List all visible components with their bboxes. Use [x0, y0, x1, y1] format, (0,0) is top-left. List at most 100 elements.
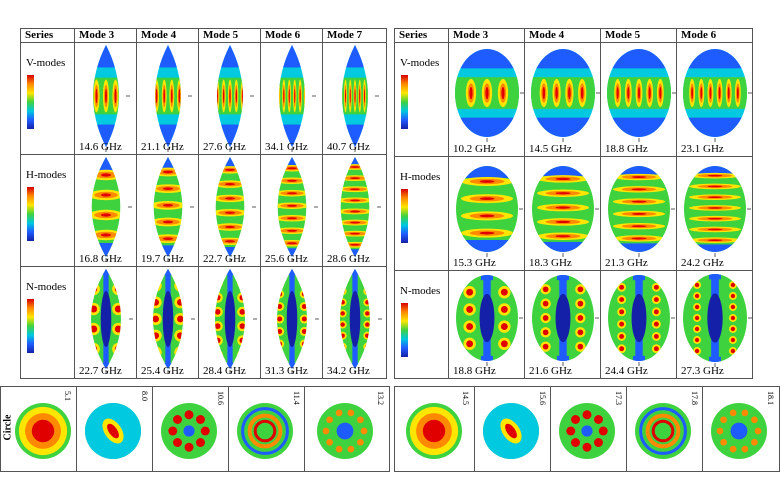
circle-mode-cell: 17.3 [550, 387, 627, 471]
field-plot [342, 45, 379, 152]
field-plot [217, 45, 254, 152]
column-header: Mode 5 [198, 28, 261, 43]
field-plot [340, 157, 381, 262]
mode-cell: 34.2 GHz [322, 266, 387, 379]
column-header: Mode 7 [322, 28, 387, 43]
field-plot [340, 269, 382, 374]
colorbar [401, 303, 408, 357]
mode-cell: 14.6 GHz [74, 42, 137, 155]
row-label: V-modes [400, 57, 440, 69]
left-mode-table: Series Mode 3 Mode 4 Mode 5 Mode 6 Mode … [20, 28, 387, 379]
mode-cell: 18.3 GHz [524, 156, 601, 271]
field-plot [531, 49, 600, 142]
field-plot [684, 166, 751, 257]
frequency-label: 19.7 GHz [141, 253, 184, 265]
field-plot [155, 45, 192, 152]
circle-field-plot [635, 403, 691, 459]
row-label-cell: H-modes [394, 156, 449, 271]
frequency-label: 24.2 GHz [681, 257, 724, 269]
field-plot [608, 275, 675, 366]
mode-cell: 28.6 GHz [322, 154, 387, 267]
circle-field-plot [483, 403, 539, 459]
column-header: Mode 6 [676, 28, 753, 43]
field-plot [153, 157, 194, 262]
mode-cell: 21.3 GHz [600, 156, 677, 271]
v-modes-row: V-modes 14.6 GHz 21.1 GHz 27.6 GHz 34.1 … [20, 42, 387, 155]
frequency-label: 16.8 GHz [79, 253, 122, 265]
h-modes-row: H-modes 15.3 GHz 18.3 GHz 21.3 GHz 24.2 … [394, 156, 753, 271]
row-label: V-modes [26, 57, 66, 69]
frequency-label: 27.6 GHz [203, 141, 246, 153]
row-label: H-modes [400, 171, 441, 183]
mode-cell: 21.1 GHz [136, 42, 199, 155]
mode-cell: 18.8 GHz [600, 42, 677, 157]
field-plot [91, 269, 133, 374]
circle-mode-cell: 13.2 [304, 387, 389, 471]
colorbar [27, 299, 34, 353]
colorbar [27, 187, 34, 241]
circle-field-plot [559, 403, 615, 459]
row-label-cell: N-modes [394, 270, 449, 379]
circle-frequency-label: 17.8 [690, 391, 699, 405]
row-label: N-modes [26, 281, 67, 293]
mode-cell: 23.1 GHz [676, 42, 753, 157]
frequency-label: 25.4 GHz [141, 365, 184, 377]
colorbar [401, 189, 408, 243]
mode-cell: 16.8 GHz [74, 154, 137, 267]
circle-mode-cell: 14.5 [398, 387, 474, 471]
mode-cell: 24.2 GHz [676, 156, 753, 271]
circle-label: Circle [2, 414, 14, 441]
frequency-label: 40.7 GHz [327, 141, 370, 153]
series-header: Series [20, 28, 75, 43]
circle-field-plot [85, 403, 141, 459]
field-plot [215, 157, 256, 262]
circle-mode-cell: 10.6 [152, 387, 229, 471]
circle-frequency-label: 17.3 [614, 391, 623, 405]
field-plot [532, 275, 599, 366]
colorbar [401, 75, 408, 129]
frequency-label: 24.4 GHz [605, 365, 648, 377]
frequency-label: 18.8 GHz [605, 143, 648, 155]
frequency-label: 22.7 GHz [79, 365, 122, 377]
right-mode-table: Series Mode 3 Mode 4 Mode 5 Mode 6 V-mod… [394, 28, 753, 379]
field-plot [608, 166, 675, 257]
row-label: H-modes [26, 169, 67, 181]
circle-mode-cell: 17.8 [626, 387, 703, 471]
field-plot [93, 45, 130, 152]
frequency-label: 22.7 GHz [203, 253, 246, 265]
field-plot [683, 274, 752, 367]
circle-label-cell: Circle [2, 386, 14, 470]
field-plot [683, 49, 752, 142]
v-modes-row: V-modes 10.2 GHz 14.5 GHz 18.8 GHz 23.1 … [394, 42, 753, 157]
frequency-label: 23.1 GHz [681, 143, 724, 155]
frequency-label: 34.2 GHz [327, 365, 370, 377]
frequency-label: 14.5 GHz [529, 143, 572, 155]
circle-frequency-label: 11.4 [292, 391, 301, 405]
mode-cell: 22.7 GHz [198, 154, 261, 267]
circle-frequency-label: 10.6 [216, 391, 225, 405]
column-header: Mode 4 [136, 28, 199, 43]
circle-mode-cell: 8.0 [76, 387, 153, 471]
circle-mode-strip: Circle 5.1 8.0 10.6 11.4 13.2 14.5 15.6 17.3 17.… [0, 386, 780, 472]
field-plot [279, 45, 316, 152]
field-plot [91, 157, 132, 262]
circle-field-plot [406, 403, 462, 459]
circle-field-plot [237, 403, 293, 459]
mode-cell: 25.6 GHz [260, 154, 323, 267]
column-header: Mode 3 [74, 28, 137, 43]
circle-mode-cell: 15.6 [474, 387, 551, 471]
field-plot [215, 269, 257, 374]
column-header: Mode 4 [524, 28, 601, 43]
mode-cell: 21.6 GHz [524, 270, 601, 379]
h-modes-row: H-modes 16.8 GHz 19.7 GHz 22.7 GHz 25.6 … [20, 154, 387, 267]
row-label-cell: V-modes [20, 42, 75, 155]
mode-cell: 27.3 GHz [676, 270, 753, 379]
frequency-label: 10.2 GHz [453, 143, 496, 155]
field-plot [277, 157, 318, 262]
colorbar [27, 75, 34, 129]
field-plot [456, 166, 523, 257]
n-modes-row: N-modes 22.7 GHz 25.4 GHz 28.4 GHz 31.3 … [20, 266, 387, 379]
mode-cell: 15.3 GHz [448, 156, 525, 271]
frequency-label: 21.3 GHz [605, 257, 648, 269]
mode-cell: 18.8 GHz [448, 270, 525, 379]
